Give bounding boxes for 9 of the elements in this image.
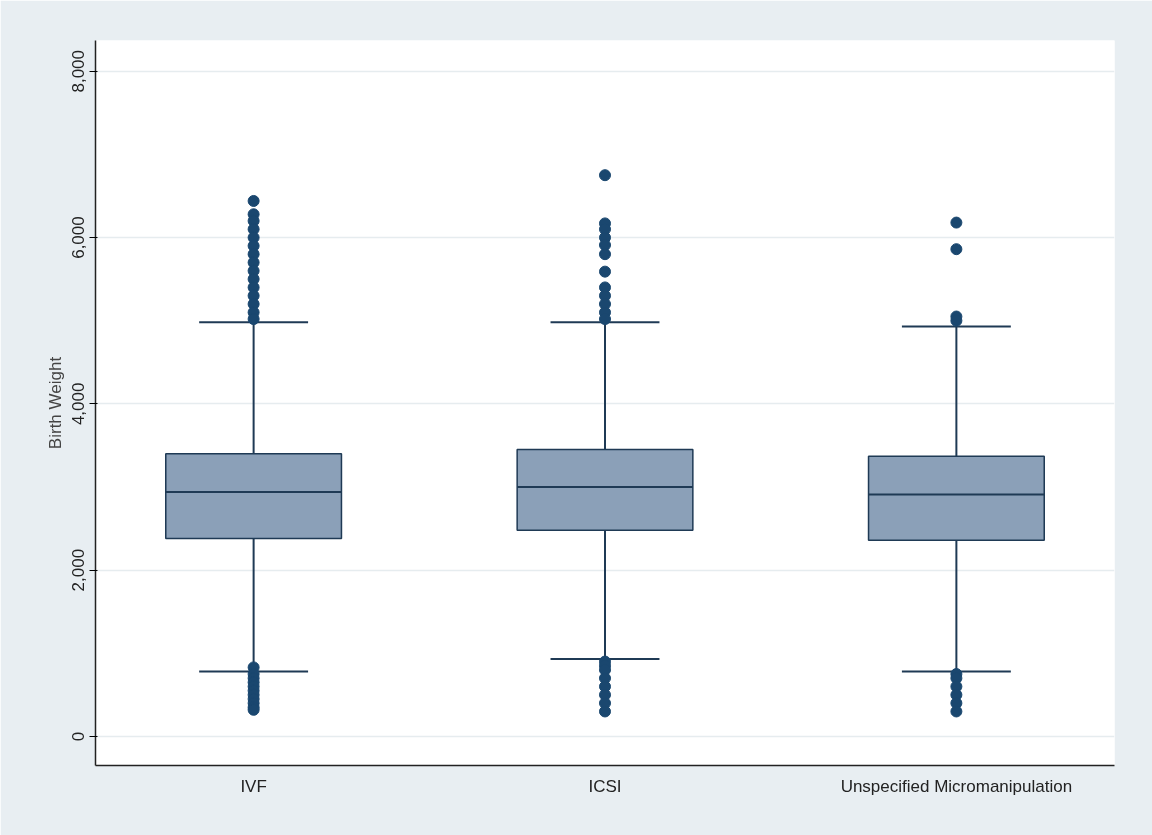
x-tick-label: IVF [240,776,267,796]
x-tick-label: Unspecified Micromanipulation [840,776,1073,796]
y-axis-title: Birth Weight [45,356,65,450]
y-tick-label: 8,000 [69,49,89,93]
y-tick-label: 2,000 [69,548,89,592]
y-tick-label: 0 [69,731,89,742]
y-tick-label: 6,000 [69,216,89,259]
x-tick-label: ICSI [588,776,622,796]
y-tick-label: 4,000 [69,382,89,426]
